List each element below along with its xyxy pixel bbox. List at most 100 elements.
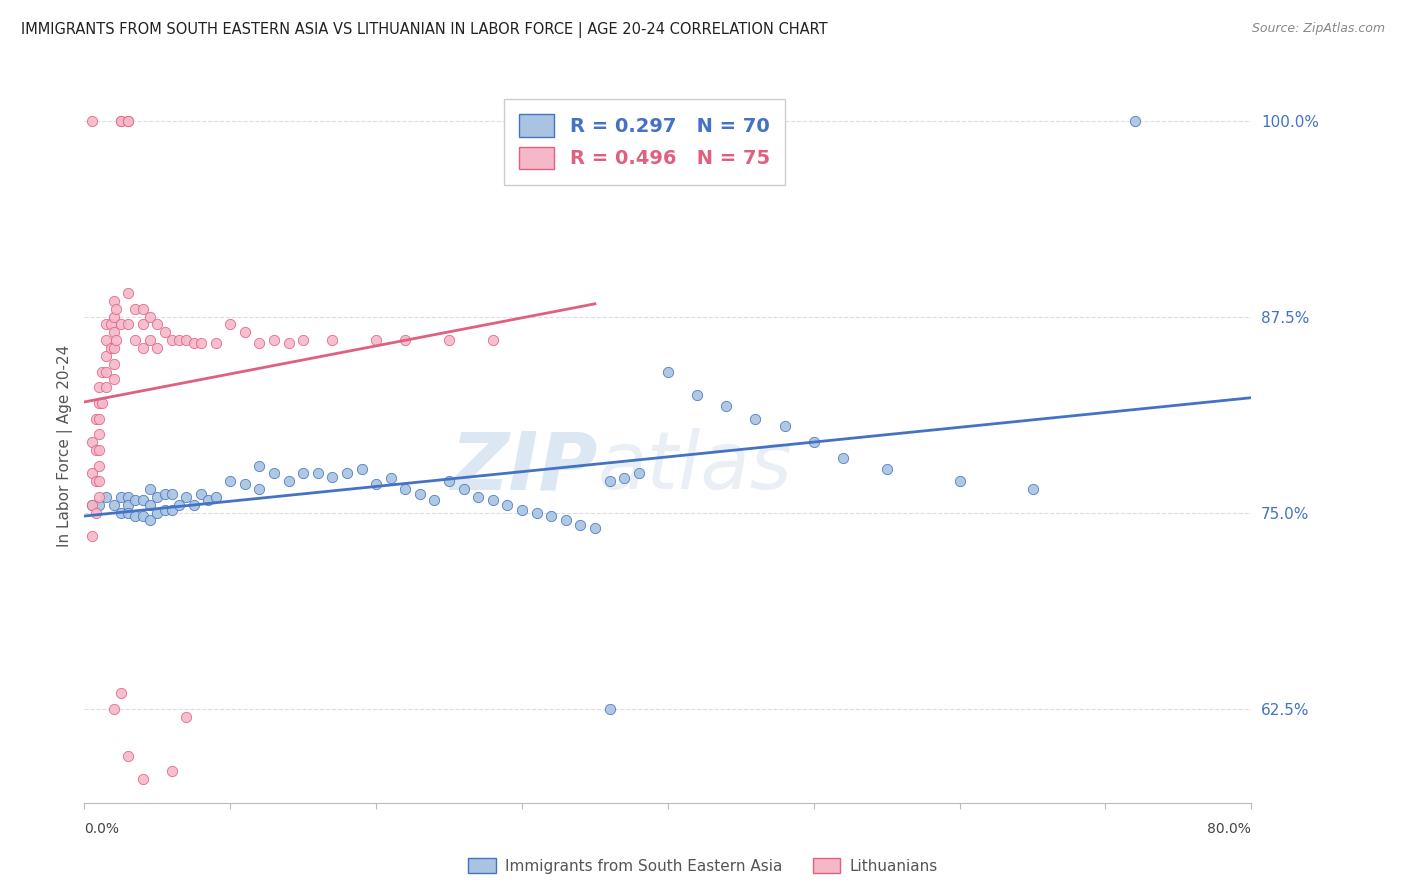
Point [321, 333, 343, 347]
Point [124, 333, 146, 347]
Point [90, 364, 112, 378]
Point [219, 475, 242, 489]
Point [263, 467, 285, 481]
Text: Source: ZipAtlas.com: Source: ZipAtlas.com [1251, 22, 1385, 36]
Point [350, 461, 373, 475]
Point [103, 341, 125, 355]
Point [948, 475, 970, 489]
Point [105, 333, 128, 347]
Point [321, 469, 343, 483]
Legend: Immigrants from South Eastern Asia, Lithuanians: Immigrants from South Eastern Asia, Lith… [463, 852, 943, 880]
Point [1021, 482, 1043, 496]
Point [153, 502, 176, 516]
Point [117, 318, 139, 332]
Point [153, 326, 176, 340]
Point [84, 411, 107, 425]
Point [139, 514, 162, 528]
Point [467, 490, 489, 504]
Point [583, 521, 606, 535]
Legend: R = 0.297   N = 70, R = 0.496   N = 75: R = 0.297 N = 70, R = 0.496 N = 75 [503, 99, 786, 185]
Point [105, 301, 128, 316]
Point [394, 333, 416, 347]
Point [87, 442, 110, 457]
Point [176, 709, 198, 723]
Point [103, 372, 125, 386]
Point [103, 326, 125, 340]
Point [160, 487, 183, 501]
Point [80, 113, 103, 128]
Point [569, 518, 592, 533]
Point [146, 341, 169, 355]
Point [132, 341, 155, 355]
Point [87, 498, 110, 512]
Point [409, 487, 432, 501]
Point [183, 498, 205, 512]
Point [103, 293, 125, 308]
Point [100, 318, 122, 332]
Point [96, 364, 118, 378]
Text: ZIP: ZIP [450, 428, 598, 507]
Point [437, 333, 460, 347]
Point [146, 318, 169, 332]
Point [117, 113, 139, 128]
Point [773, 419, 796, 434]
Point [540, 508, 562, 523]
Point [110, 113, 132, 128]
Point [167, 498, 190, 512]
Point [87, 380, 110, 394]
Point [160, 502, 183, 516]
Point [204, 490, 226, 504]
Point [263, 333, 285, 347]
Point [160, 333, 183, 347]
Point [139, 333, 162, 347]
Point [554, 514, 576, 528]
Point [714, 399, 737, 413]
Point [599, 702, 621, 716]
Point [437, 475, 460, 489]
Point [292, 333, 315, 347]
Point [103, 310, 125, 324]
Point [233, 477, 256, 491]
Point [153, 487, 176, 501]
Point [87, 427, 110, 442]
Point [803, 435, 825, 450]
Point [613, 471, 636, 485]
Point [84, 475, 107, 489]
Point [103, 357, 125, 371]
Point [481, 493, 505, 508]
Point [496, 498, 519, 512]
Point [744, 411, 766, 425]
Point [526, 506, 548, 520]
Point [292, 467, 315, 481]
Point [627, 467, 650, 481]
Point [247, 482, 270, 496]
Point [96, 318, 118, 332]
Point [160, 764, 183, 779]
Point [110, 113, 132, 128]
Point [336, 467, 359, 481]
Point [423, 493, 446, 508]
Point [110, 490, 132, 504]
Point [307, 467, 329, 481]
Point [481, 333, 505, 347]
Point [132, 318, 155, 332]
Point [103, 498, 125, 512]
Point [117, 506, 139, 520]
Text: atlas: atlas [598, 428, 793, 507]
Point [103, 702, 125, 716]
Point [84, 442, 107, 457]
Point [876, 461, 898, 475]
Point [366, 477, 388, 491]
Point [96, 333, 118, 347]
Point [80, 467, 103, 481]
Point [233, 326, 256, 340]
Point [132, 493, 155, 508]
Point [176, 490, 198, 504]
Point [146, 490, 169, 504]
Point [190, 336, 212, 351]
Point [139, 482, 162, 496]
Point [146, 804, 169, 818]
Point [84, 506, 107, 520]
Point [80, 498, 103, 512]
Point [277, 336, 299, 351]
